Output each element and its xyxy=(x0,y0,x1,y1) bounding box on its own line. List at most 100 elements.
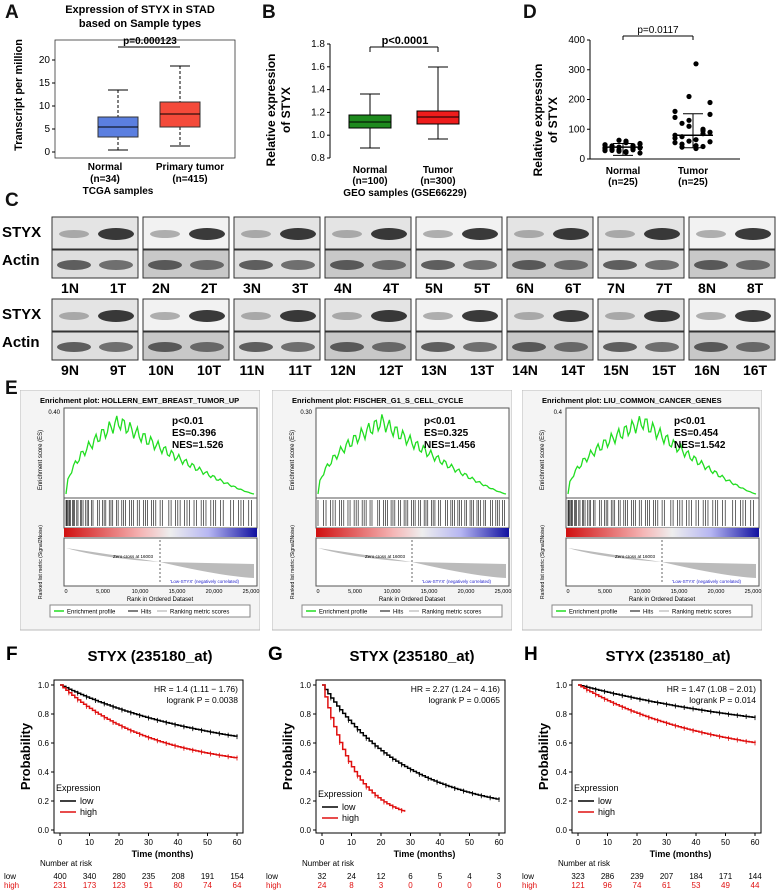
y-tick-label: 1.2 xyxy=(311,107,325,118)
risk-low: 5 xyxy=(438,872,443,881)
gsea-legend-item: Hits xyxy=(643,610,653,616)
panel-d-ylabel-2: of STYX xyxy=(546,97,560,143)
km-panels: F STYX (235180_at) Probability 0.0 0.2 0.4 0.6… xyxy=(0,640,778,893)
km-legend-title: Expression xyxy=(56,783,101,793)
blot-band xyxy=(512,260,546,270)
es-curve xyxy=(317,414,507,495)
risk-low: 171 xyxy=(719,872,733,881)
panel-d-group1: Normal xyxy=(606,166,641,177)
blot-lane-label: 13N xyxy=(421,362,447,378)
gsea-es: ES=0.325 xyxy=(424,428,469,439)
risk-low: 144 xyxy=(748,872,762,881)
blot-lane-label: 7T xyxy=(656,280,673,296)
blot-lane-label: 12T xyxy=(379,362,404,378)
dot-tumor xyxy=(686,123,692,129)
blot-band xyxy=(421,260,455,270)
panel-b-xlabel: GEO samples (GSE66229) xyxy=(343,188,466,199)
panel-a-group2-n: (n=415) xyxy=(172,174,207,185)
km-ylabel: Probability xyxy=(18,722,33,790)
panel-d-pvalue: p=0.0117 xyxy=(637,25,679,36)
km-ytick: 1.0 xyxy=(556,681,568,690)
gsea-es: ES=0.396 xyxy=(172,428,217,439)
km-curve-high xyxy=(322,684,406,812)
gsea-p: p<0.01 xyxy=(424,416,456,427)
gsea-xlabel: Rank in Ordered Dataset xyxy=(127,597,194,603)
km-xlabel: Time (months) xyxy=(132,849,194,859)
blot-lane-label: 4T xyxy=(383,280,400,296)
gsea-plot: Enrichment plot: LIU_COMMON_CANCER_GENES… xyxy=(522,390,762,631)
risk-row-low: low xyxy=(266,872,278,881)
risk-row-low: low xyxy=(4,872,16,881)
gsea-ytick: 0.40 xyxy=(48,410,60,416)
gsea-ylabel-rank: Ranked list metric (Signal2Noise) xyxy=(38,525,44,599)
risk-low: 24 xyxy=(347,872,356,881)
blot-band xyxy=(605,230,635,238)
km-xtick: 30 xyxy=(144,838,153,847)
risk-low: 239 xyxy=(630,872,644,881)
blot-lane-label: 5N xyxy=(425,280,443,296)
blot-band xyxy=(512,342,546,352)
km-xtick: 50 xyxy=(721,838,730,847)
blot-lane-label: 10T xyxy=(197,362,222,378)
dot-tumor xyxy=(693,61,699,67)
gsea-zero-cross: Zero cross at 16003 xyxy=(365,554,406,559)
panel-c-blots: STYX Actin 1N 1T 2N 2T 3N 3T 4N 4T 5N 5T 6N 6T 7N 7T 8N 8… xyxy=(0,210,778,380)
ranked-metric xyxy=(568,548,756,578)
blot-band xyxy=(554,342,588,352)
dot-tumor xyxy=(686,117,692,123)
gsea-xtick: 15,000 xyxy=(671,589,688,595)
panel-a-boxplot: Expression of STYX in STAD based on Samp… xyxy=(13,4,236,197)
gsea-xtick: 20,000 xyxy=(708,589,725,595)
dot-normal xyxy=(609,147,615,153)
km-hr: HR = 1.47 (1.08 − 2.01) xyxy=(667,684,756,694)
risk-row-high: high xyxy=(266,881,281,890)
risk-low: 400 xyxy=(53,872,67,881)
panel-a-group1: Normal xyxy=(88,162,123,173)
panel-a-xlabel: TCGA samples xyxy=(83,186,154,197)
blot-band xyxy=(57,342,91,352)
dot-normal xyxy=(637,141,643,147)
risk-low: 12 xyxy=(377,872,386,881)
km-legend-high: high xyxy=(80,807,97,817)
gsea-zero-cross: Zero cross at 16003 xyxy=(615,554,656,559)
km-legend-high: high xyxy=(342,813,359,823)
gsea-ylabel-es: Enrichment score (ES) xyxy=(540,430,546,490)
blot-band xyxy=(553,228,589,240)
risk-low: 235 xyxy=(142,872,156,881)
panel-label-b: B xyxy=(262,2,276,23)
km-legend-low: low xyxy=(598,796,612,806)
blot-band xyxy=(463,260,497,270)
heat-bar xyxy=(566,528,759,537)
km-panel-letter: H xyxy=(524,644,538,665)
km-ytick: 0.6 xyxy=(300,739,312,748)
km-legend-title: Expression xyxy=(574,783,619,793)
panel-a-ylabel: Transcript per million xyxy=(13,39,25,151)
km-legend-low: low xyxy=(80,796,94,806)
blot-band xyxy=(735,310,771,322)
km-plot: F STYX (235180_at) Probability 0.0 0.2 0.4 0.6… xyxy=(4,644,244,890)
dot-tumor xyxy=(700,126,706,132)
blot-band xyxy=(148,342,182,352)
gsea-low-label: 'Low-STYX' (negatively correlated) xyxy=(422,579,491,584)
panel-b-group1-n: (n=100) xyxy=(352,176,387,187)
km-xtick: 10 xyxy=(85,838,94,847)
blot-lane-label: 11N xyxy=(240,362,265,378)
km-ytick: 1.0 xyxy=(300,681,312,690)
dot-tumor xyxy=(679,141,685,147)
gsea-xtick: 5,000 xyxy=(348,589,362,595)
blot-band xyxy=(190,260,224,270)
risk-high: 121 xyxy=(571,881,585,890)
risk-high: 0 xyxy=(408,881,413,890)
blot-band xyxy=(239,342,273,352)
dot-tumor xyxy=(707,111,713,117)
y-tick-label: 0 xyxy=(579,154,585,165)
km-xtick: 40 xyxy=(436,838,445,847)
risk-low: 154 xyxy=(230,872,244,881)
risk-high: 64 xyxy=(233,881,242,890)
risk-high: 0 xyxy=(497,881,502,890)
km-ytick: 1.0 xyxy=(38,681,50,690)
gsea-legend-item: Enrichment profile xyxy=(67,610,116,616)
gsea-xtick: 20,000 xyxy=(458,589,475,595)
risk-title: Number at risk xyxy=(40,859,93,868)
blot-band xyxy=(99,342,133,352)
